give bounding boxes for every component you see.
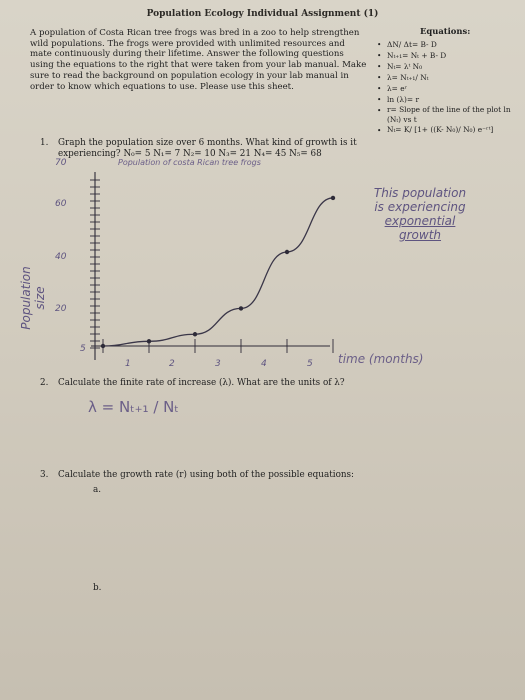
intro-paragraph: A population of Costa Rican tree frogs w…: [30, 28, 367, 92]
data-point: [146, 339, 152, 344]
equation-item: • Nₜ₊₁= Nₜ + B- D: [377, 51, 447, 60]
x-tick-label: 4: [261, 359, 267, 369]
y-tick-labels: 5 20 40 60 70: [55, 158, 86, 354]
equations-list: • ΔN/ Δt= B- D • Nₜ₊₁= Nₜ + B- D • Nₜ= λᵗ N…: [377, 39, 522, 136]
y-tick-label: 20: [55, 304, 67, 314]
q3-part-a: a.: [93, 485, 102, 495]
page-title: Population Ecology Individual Assignment…: [146, 9, 379, 19]
q3-number: 3.: [40, 470, 49, 480]
data-point: [284, 249, 290, 255]
note-line-1: This population: [373, 186, 467, 200]
equation-item: • λ= eʳ: [377, 84, 408, 93]
note-line-2: is experiencing: [374, 200, 466, 214]
q1-number: 1.: [40, 138, 49, 148]
x-tick-label: 5: [307, 359, 313, 369]
x-tick-labels: 1 2 3 4 5: [125, 359, 313, 369]
q1-text: Graph the population size over 6 months.…: [58, 138, 357, 159]
q2-number: 2.: [40, 378, 49, 388]
y-tick-label: 40: [55, 252, 67, 262]
q2-text: Calculate the finite rate of increase (λ…: [58, 378, 345, 388]
graph-axes: [90, 172, 334, 360]
equation-item: • ln (λ)= r: [377, 95, 419, 104]
q3-part-b: b.: [93, 583, 102, 593]
y-tick-label: 60: [55, 199, 67, 209]
equations-heading: Equations:: [420, 26, 471, 36]
x-axis-label: time (months): [338, 352, 424, 366]
note-line-4: growth: [398, 228, 442, 242]
population-graph: 5 20 40 60 70 1 2 3 4 5: [55, 158, 336, 369]
x-tick-label: 1: [125, 359, 131, 369]
q3-text: Calculate the growth rate (r) using both…: [58, 470, 355, 480]
y-axis-label: Population size: [19, 266, 47, 330]
data-point: [238, 306, 244, 311]
x-tick-label: 3: [215, 359, 221, 369]
data-point: [100, 343, 106, 349]
equation-item: • Nₜ= λᵗ N₀: [377, 62, 423, 71]
equation-item: • r= Slope of the line of the plot ln (Nₜ…: [377, 105, 511, 124]
y-tick-label: 5: [80, 344, 86, 354]
x-tick-label: 2: [169, 359, 175, 369]
q2-answer-handwritten: λ = Nₜ₊₁ / Nₜ: [88, 398, 179, 416]
data-point: [330, 195, 336, 201]
data-points: [100, 195, 336, 349]
growth-curve: [102, 197, 334, 347]
equation-item: • Nₜ= K/ [1+ ((K- N₀)/ N₀) e⁻ʳᵗ]: [377, 125, 494, 135]
data-point: [192, 332, 198, 337]
graph-title-handwritten: Population of costa Rican tree frogs: [118, 158, 261, 167]
growth-answer-note: This population is experiencing exponent…: [350, 186, 490, 242]
equation-item: • λ= Nₜ₊₁/ Nₜ: [377, 73, 429, 82]
equation-item: • ΔN/ Δt= B- D: [377, 40, 437, 49]
y-tick-label: 70: [55, 158, 67, 168]
note-line-3: exponential: [384, 214, 456, 228]
